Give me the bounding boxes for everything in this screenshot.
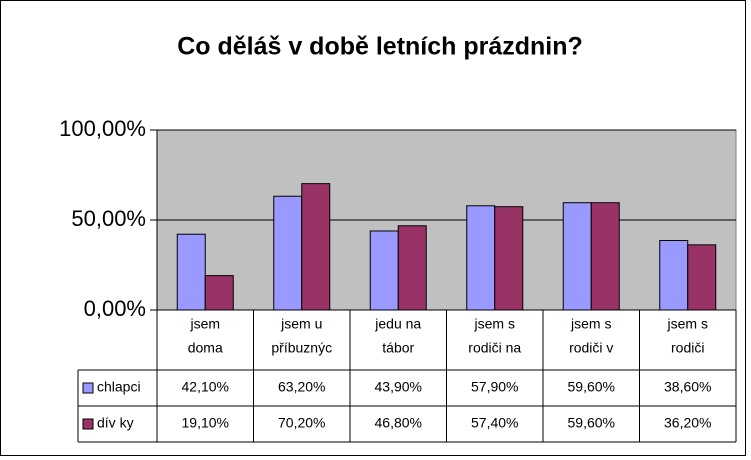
table-value: 46,80%: [375, 415, 422, 431]
category-label: rodiči v: [569, 340, 613, 356]
category-label: jsem: [189, 316, 220, 332]
table-value: 36,20%: [664, 415, 711, 431]
table-value: 70,20%: [278, 415, 325, 431]
bar: [590, 202, 620, 311]
category-label: příbuznýc: [271, 340, 332, 356]
bar: [301, 183, 331, 311]
legend-key: [82, 418, 94, 430]
category-label: rodiči na: [468, 340, 521, 356]
bar: [273, 195, 303, 311]
table-value: 42,10%: [182, 379, 229, 395]
bar: [369, 230, 399, 311]
table-value: 38,60%: [664, 379, 711, 395]
category-label: jsem s: [570, 316, 611, 332]
bar: [466, 205, 496, 311]
bar: [397, 225, 427, 311]
bar: [176, 233, 206, 311]
category-label: jsem u: [280, 316, 322, 332]
category-label: jedu na: [374, 316, 421, 332]
table-value: 19,10%: [182, 415, 229, 431]
legend-label: dív ky: [97, 415, 134, 431]
table-value: 43,90%: [375, 379, 422, 395]
category-label: tábor: [382, 340, 414, 356]
bar: [687, 244, 717, 311]
chart-title: Co děláš v době letních prázdnin?: [177, 33, 583, 61]
table-value: 63,20%: [278, 379, 325, 395]
legend-label: chlapci: [97, 379, 141, 395]
bar: [659, 240, 689, 311]
legend-key: [82, 382, 94, 394]
category-label: rodiči: [671, 340, 704, 356]
y-tick-label: 100,00%: [59, 116, 146, 141]
category-label: doma: [188, 340, 223, 356]
bar: [494, 206, 524, 311]
y-tick-label: 0,00%: [84, 296, 146, 321]
category-label: jsem s: [667, 316, 708, 332]
table-value: 57,40%: [471, 415, 518, 431]
table-value: 57,90%: [471, 379, 518, 395]
table-value: 59,60%: [568, 379, 615, 395]
bar: [204, 275, 234, 311]
table-value: 59,60%: [568, 415, 615, 431]
category-label: jsem s: [474, 316, 515, 332]
bar: [562, 202, 592, 311]
y-tick-label: 50,00%: [71, 206, 146, 231]
